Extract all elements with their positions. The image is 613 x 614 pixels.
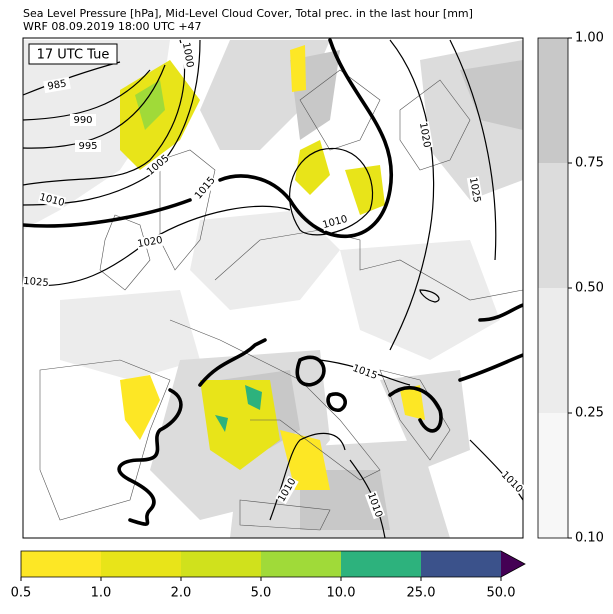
- contour-label-bg: [192, 174, 218, 202]
- precip-colorbar-ticks: 0.5 1.0 2.0 5.0 10.0 25.0 50.0: [11, 577, 516, 601]
- contour-label: 1020: [137, 235, 164, 250]
- map-frame: [22, 37, 524, 539]
- contour-label: 1000: [180, 42, 195, 69]
- tick-label: 5.0: [251, 586, 272, 601]
- subtitle: WRF 08.09.2019 18:00 UTC +47: [23, 20, 202, 33]
- contour-label-bg: [350, 361, 380, 383]
- contour-label-bg: [70, 114, 96, 126]
- contour-label-bg: [136, 233, 164, 251]
- contour-label-bg: [43, 76, 71, 94]
- coastlines: [39, 69, 523, 531]
- time-box: [28, 43, 118, 65]
- tick-label: 0.5: [11, 586, 32, 601]
- contour-label-bg: [22, 274, 50, 290]
- precipitation: [120, 45, 425, 490]
- contour-label-bg: [466, 176, 484, 204]
- time-label: 17 UTC Tue: [37, 48, 110, 63]
- contour-label-bg: [179, 41, 197, 69]
- title: Sea Level Pressure [hPa], Mid-Level Clou…: [23, 7, 473, 20]
- contour-label: 995: [78, 141, 97, 152]
- tick-label: 10.0: [327, 586, 356, 601]
- cloud-colorbar-ticks: 0.10 0.25 0.50 0.75 1.00: [568, 31, 604, 546]
- contour-label-bg: [37, 190, 67, 210]
- contour-label-bg: [275, 475, 299, 505]
- tick-label: 0.75: [575, 156, 604, 171]
- contour-label-bg: [144, 152, 172, 178]
- tick-label: 50.0: [487, 586, 516, 601]
- tick-label: 0.25: [575, 406, 604, 421]
- contour-label-bg: [364, 490, 386, 520]
- cloud-colorbar: [537, 37, 569, 539]
- contour-label: 1020: [417, 122, 432, 149]
- contour-label: 1025: [23, 276, 49, 289]
- contour-label-bg: [498, 468, 526, 496]
- map: [23, 38, 523, 538]
- precip-colorbar: [20, 550, 526, 578]
- tick-label: 1.0: [91, 586, 112, 601]
- tick-label: 2.0: [171, 586, 192, 601]
- tick-label: 1.00: [575, 31, 604, 46]
- contour-label-bg: [75, 140, 101, 152]
- tick-label: 25.0: [407, 586, 436, 601]
- tick-label: 0.10: [575, 531, 604, 546]
- contour-label: 990: [73, 115, 92, 126]
- fronts: [23, 38, 523, 526]
- contour-label-bg: [320, 212, 350, 232]
- contour-label: 985: [47, 78, 68, 92]
- tick-label: 0.50: [575, 281, 604, 296]
- contour-label: 1025: [467, 177, 482, 204]
- contour-label-bg: [416, 121, 434, 149]
